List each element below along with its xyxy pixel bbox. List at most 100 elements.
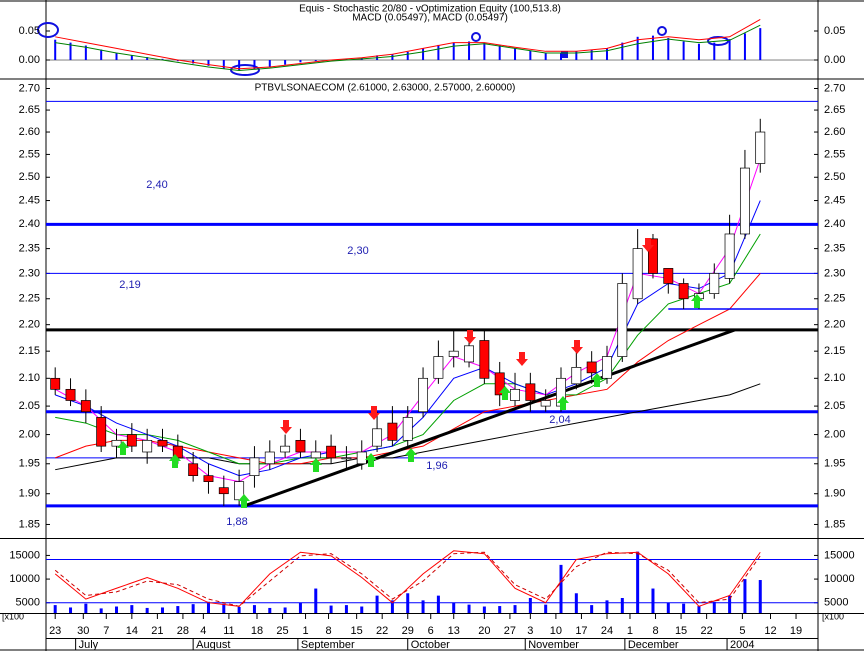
- x-tick-label: 1: [627, 625, 633, 637]
- y-tick-label: 2.15: [824, 345, 845, 357]
- y-tick-label: 1.85: [824, 518, 845, 530]
- x-tick-label: 18: [251, 625, 263, 637]
- y-tick-label: 2.40: [824, 218, 845, 230]
- y-tick-label: 0.05: [824, 25, 845, 37]
- volume-bar: [728, 595, 732, 613]
- x-tick-label: 28: [177, 625, 189, 637]
- macd-bar: [69, 42, 72, 61]
- x-tick-label: 1: [302, 625, 308, 637]
- volume-bar: [712, 601, 716, 613]
- volume-bar: [298, 602, 302, 613]
- volume-bar: [513, 605, 517, 613]
- volume-bar: [268, 607, 272, 613]
- macd-bar: [544, 53, 547, 61]
- y-tick-label: 5000: [16, 597, 40, 609]
- candle-body: [264, 451, 275, 465]
- indicator-line: [55, 273, 761, 465]
- macd-bar: [100, 49, 103, 61]
- macd-bar: [713, 42, 716, 61]
- candle-body: [571, 367, 582, 385]
- macd-bar: [621, 42, 624, 61]
- macd-bar: [498, 45, 501, 61]
- y-tick-label: 2.05: [824, 400, 845, 412]
- volume-bar: [130, 605, 134, 613]
- x-tick-label: 27: [504, 625, 516, 637]
- macd-bar: [207, 60, 210, 66]
- volume-unit: [x100: [2, 611, 24, 621]
- y-tick-label: 1.90: [19, 488, 40, 500]
- macd-bar: [468, 41, 471, 61]
- candle-body: [387, 422, 398, 441]
- candle-body: [326, 445, 337, 459]
- candle-body: [755, 131, 766, 164]
- macd-bar: [176, 60, 179, 62]
- y-tick-label: 2.60: [19, 126, 40, 138]
- candle-body: [479, 340, 490, 379]
- candle-body: [157, 439, 168, 447]
- candle-body: [510, 388, 520, 401]
- volume-bar: [145, 607, 149, 613]
- macd-bar: [452, 42, 455, 61]
- candle-body: [709, 273, 720, 294]
- macd-bar: [529, 50, 532, 61]
- macd-bar: [299, 60, 302, 63]
- y-tick-label: 2.35: [824, 243, 845, 255]
- candle-body: [218, 487, 229, 495]
- candle-body: [494, 372, 505, 396]
- macd-subtitle: MACD (0.05497), MACD (0.05497): [352, 13, 508, 24]
- level-label: 2,19: [119, 279, 140, 291]
- y-tick-label: 0.00: [824, 54, 845, 66]
- level-label: 2,30: [347, 245, 368, 257]
- month-label: November: [528, 639, 579, 651]
- macd-bar: [605, 48, 608, 61]
- volume-bar: [191, 604, 195, 613]
- macd-bar: [314, 60, 317, 62]
- x-tick-label: 29: [402, 625, 414, 637]
- volume-bar: [452, 602, 456, 613]
- y-tick-label: 2.70: [19, 82, 40, 94]
- macd-bar: [253, 60, 256, 70]
- volume-bar: [206, 601, 210, 613]
- macd-bar: [84, 45, 87, 61]
- volume-bar: [160, 607, 164, 613]
- x-tick-label: 10: [550, 625, 562, 637]
- x-tick-label: 19: [790, 625, 802, 637]
- candle-body: [418, 377, 429, 413]
- x-tick-label: 22: [700, 625, 712, 637]
- y-tick-label: 2.50: [824, 171, 845, 183]
- macd-bar: [651, 35, 654, 61]
- volume-bar: [559, 564, 563, 613]
- month-label: August: [196, 639, 230, 651]
- candle-body: [433, 356, 444, 379]
- volume-bar: [421, 600, 425, 613]
- macd-bar: [560, 53, 563, 61]
- x-tick-label: 22: [376, 625, 388, 637]
- y-tick-label: 2.45: [824, 194, 845, 206]
- y-tick-label: 2.30: [824, 267, 845, 279]
- volume-bar: [574, 593, 578, 613]
- macd-bar: [146, 57, 149, 61]
- macd-bar: [514, 48, 517, 61]
- price-title: PTBVLSONAECOM (2.61000, 2.63000, 2.57000…: [255, 83, 516, 94]
- volume-bar: [697, 606, 701, 613]
- candle-body: [50, 377, 61, 390]
- macd-bar: [192, 60, 195, 64]
- candle-body: [310, 451, 321, 459]
- volume-bar: [758, 580, 762, 613]
- x-tick-label: 14: [126, 625, 138, 637]
- macd-bar: [636, 36, 639, 61]
- macd-bar: [115, 53, 118, 61]
- volume-bar: [344, 605, 348, 613]
- candle-body: [203, 475, 214, 482]
- volume-bar: [406, 593, 410, 613]
- y-tick-label: 2.50: [19, 171, 40, 183]
- x-tick-label: 13: [448, 625, 460, 637]
- macd-bar: [222, 60, 225, 69]
- y-tick-label: 2.35: [19, 243, 40, 255]
- y-tick-label: 2.00: [824, 428, 845, 440]
- macd-bar: [161, 58, 164, 61]
- x-tick-label: 15: [351, 625, 363, 637]
